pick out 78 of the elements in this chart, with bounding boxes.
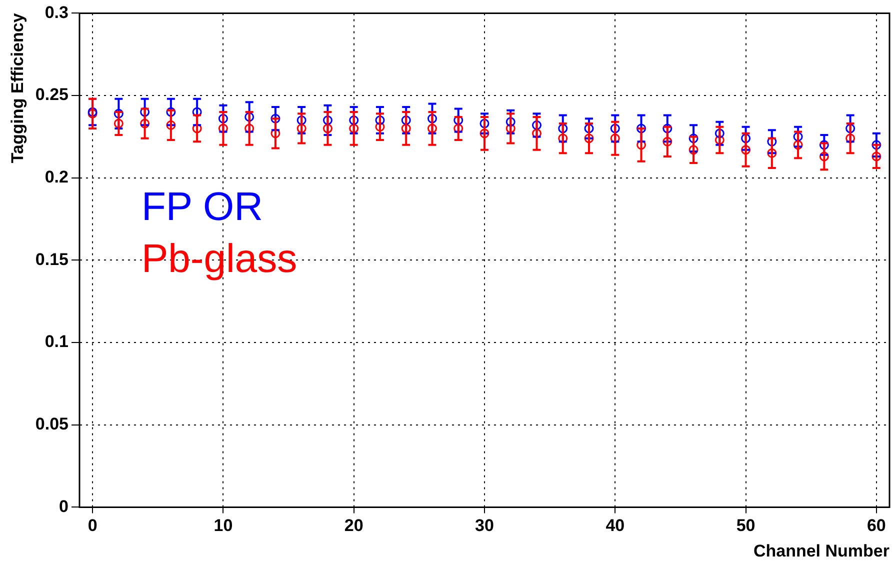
point [296,124,306,134]
point [192,124,202,134]
series-label: FP OR [141,185,264,230]
point [270,114,280,124]
point [114,108,124,118]
point [872,140,882,150]
y-tick-label: 0.25 [35,85,68,104]
x-axis-title: Channel Number [753,541,890,560]
point [375,122,385,132]
point [662,124,672,134]
point [584,124,594,134]
text: Pb-glass [141,237,298,282]
point [532,120,542,130]
point [819,152,829,162]
point [819,140,829,150]
point [741,145,751,155]
point [610,134,620,144]
point [741,134,751,144]
x-tick-label: 0 [88,516,98,536]
point [244,112,254,122]
point [454,115,464,125]
point [688,145,698,155]
y-tick-label: 0 [59,496,68,516]
y-tick-label: 0.2 [44,168,68,187]
x-tick-label: 20 [344,516,364,536]
point [532,128,542,138]
point [166,120,176,130]
point [558,134,568,144]
x-tick-label: 50 [736,516,756,536]
point [714,135,724,145]
point [714,128,724,138]
point [872,152,882,162]
point [114,118,124,128]
point [218,114,228,124]
point [636,140,646,150]
y-tick-label: 0.15 [35,250,68,269]
x-tick-label: 10 [214,516,233,536]
y-tick-label: 0.05 [35,414,68,434]
point [846,134,856,144]
point [636,124,646,134]
y-tick-label: 0.3 [44,2,68,22]
point [401,124,411,134]
point [767,136,777,146]
point [584,134,594,144]
point [244,124,254,134]
point [793,132,803,142]
point [401,115,411,125]
point [375,115,385,125]
point [322,124,332,134]
x-tick-label: 60 [866,516,886,536]
x-tick-label: 40 [606,516,625,536]
point [506,117,516,127]
y-axis-title: Tagging Efficiency [8,12,27,164]
point [688,134,698,144]
point [322,115,332,125]
point [218,124,228,134]
point [427,114,437,124]
point [480,128,490,138]
point [166,107,176,117]
point [296,115,306,125]
point [427,124,437,134]
point [140,107,150,117]
point [846,124,856,134]
point [192,107,202,117]
point [506,124,516,134]
point [349,124,359,134]
point [558,124,568,134]
y-tick-label: 0.1 [44,332,68,352]
point [662,136,672,146]
point [793,140,803,150]
point [270,128,280,138]
point [140,118,150,128]
point [349,115,359,125]
point [454,124,464,134]
x-tick-label: 30 [475,516,494,536]
point [767,148,777,158]
point [480,118,490,128]
point [610,124,620,134]
